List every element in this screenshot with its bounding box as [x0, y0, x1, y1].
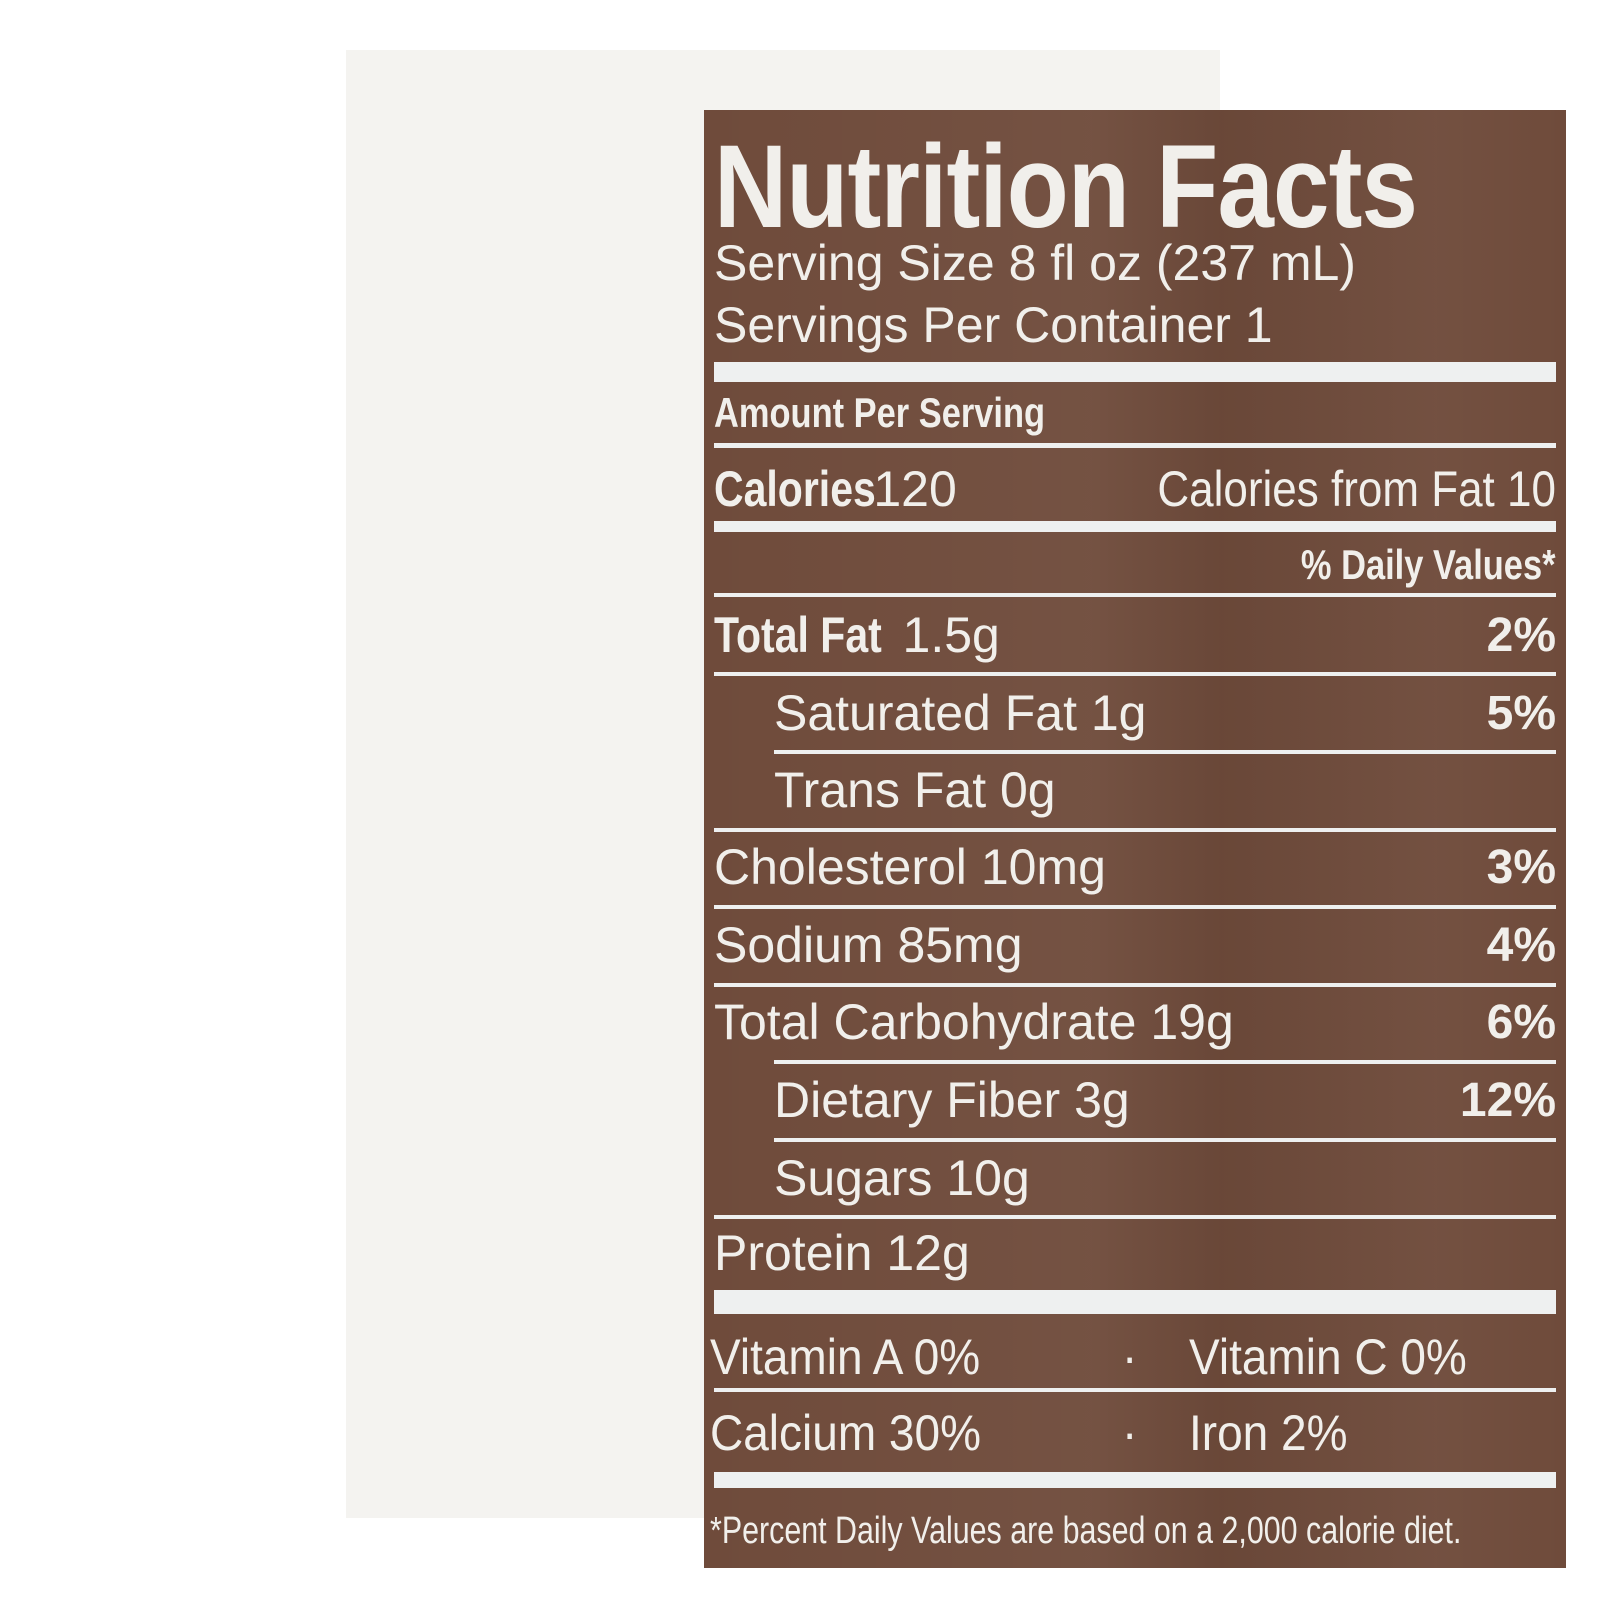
- divider: [714, 828, 1556, 832]
- nutrient-name: Cholesterol: [714, 839, 967, 895]
- amount-per-serving: Amount Per Serving: [714, 389, 1046, 436]
- nutrient-amount: 3g: [1074, 1072, 1130, 1128]
- nutrition-panel: Nutrition Facts Serving Size 8 fl oz (23…: [704, 110, 1566, 1568]
- nutrient-amount: 0g: [1000, 762, 1056, 818]
- nutrient-row: Cholesterol 10mg: [714, 842, 1106, 892]
- nutrient-row: Total Carbohydrate 19g: [714, 997, 1234, 1047]
- nutrient-row: Sodium 85mg: [714, 920, 1023, 970]
- vitamin-right: Vitamin C 0%: [1189, 1329, 1467, 1385]
- calories-label: Calories: [714, 461, 876, 517]
- divider: [714, 672, 1556, 676]
- serving-size: Serving Size 8 fl oz (237 mL): [714, 235, 1356, 291]
- nutrient-daily-value: 12%: [1459, 1074, 1556, 1127]
- servings-per-container: Servings Per Container 1: [714, 297, 1273, 353]
- divider: [714, 1388, 1556, 1392]
- nutrient-daily-value: 2%: [1486, 609, 1556, 662]
- nutrient-amount: 10g: [946, 1150, 1030, 1206]
- divider: [774, 1060, 1556, 1064]
- nutrient-daily-value: 3%: [1486, 841, 1556, 894]
- daily-values-header: % Daily Values*: [1301, 541, 1556, 588]
- footnote: *Percent Daily Values are based on a 2,0…: [710, 1510, 1462, 1552]
- nutrient-name: Dietary Fiber: [774, 1072, 1061, 1128]
- nutrient-name: Sodium: [714, 917, 884, 973]
- nutrient-amount: 19g: [1150, 994, 1234, 1050]
- nutrient-row: Sugars 10g: [774, 1153, 1030, 1203]
- divider: [714, 983, 1556, 987]
- nutrient-amount: 12g: [886, 1225, 970, 1281]
- divider: [714, 593, 1556, 597]
- vitamin-right: Iron 2%: [1189, 1405, 1348, 1461]
- nutrient-row: Saturated Fat 1g: [774, 688, 1147, 738]
- nutrient-row: Dietary Fiber 3g: [774, 1075, 1130, 1125]
- divider-thick: [714, 1472, 1556, 1488]
- nutrient-name: Trans Fat: [774, 762, 987, 818]
- divider: [714, 443, 1556, 448]
- nutrient-amount: 1.5g: [902, 607, 1000, 663]
- divider-thick: [714, 362, 1556, 382]
- nutrient-name: Total Fat: [714, 607, 882, 663]
- divider: [774, 1138, 1556, 1142]
- nutrient-name: Protein: [714, 1225, 873, 1281]
- nutrient-daily-value: 4%: [1486, 919, 1556, 972]
- nutrient-name: Total Carbohydrate: [714, 994, 1137, 1050]
- nutrient-row: Trans Fat 0g: [774, 765, 1056, 815]
- calories-value: 120: [873, 461, 957, 517]
- vitamin-left: Calcium 30%: [710, 1405, 981, 1461]
- label-title: Nutrition Facts: [714, 121, 1418, 253]
- separator-dot: ·: [1122, 1405, 1138, 1461]
- calories: Calories120: [714, 464, 957, 514]
- nutrition-label: Nutrition Facts Serving Size 8 fl oz (23…: [346, 50, 1566, 1568]
- divider-medium: [714, 521, 1556, 532]
- nutrient-name: Saturated Fat: [774, 685, 1077, 741]
- nutrient-daily-value: 5%: [1486, 687, 1556, 740]
- calories-from-fat: Calories from Fat 10: [1157, 461, 1556, 517]
- divider: [714, 905, 1556, 909]
- vitamin-left: Vitamin A 0%: [710, 1329, 981, 1385]
- divider: [774, 750, 1556, 754]
- nutrient-daily-value: 6%: [1486, 996, 1556, 1049]
- nutrient-row: Total Fat 1.5g: [714, 610, 1000, 660]
- nutrient-amount: 85mg: [897, 917, 1023, 973]
- nutrient-row: Protein 12g: [714, 1228, 970, 1278]
- divider: [714, 1215, 1556, 1219]
- nutrient-name: Sugars: [774, 1150, 933, 1206]
- divider-thick: [714, 1290, 1556, 1314]
- nutrient-amount: 1g: [1090, 685, 1147, 741]
- separator-dot: ·: [1122, 1329, 1138, 1385]
- nutrient-amount: 10mg: [980, 839, 1106, 895]
